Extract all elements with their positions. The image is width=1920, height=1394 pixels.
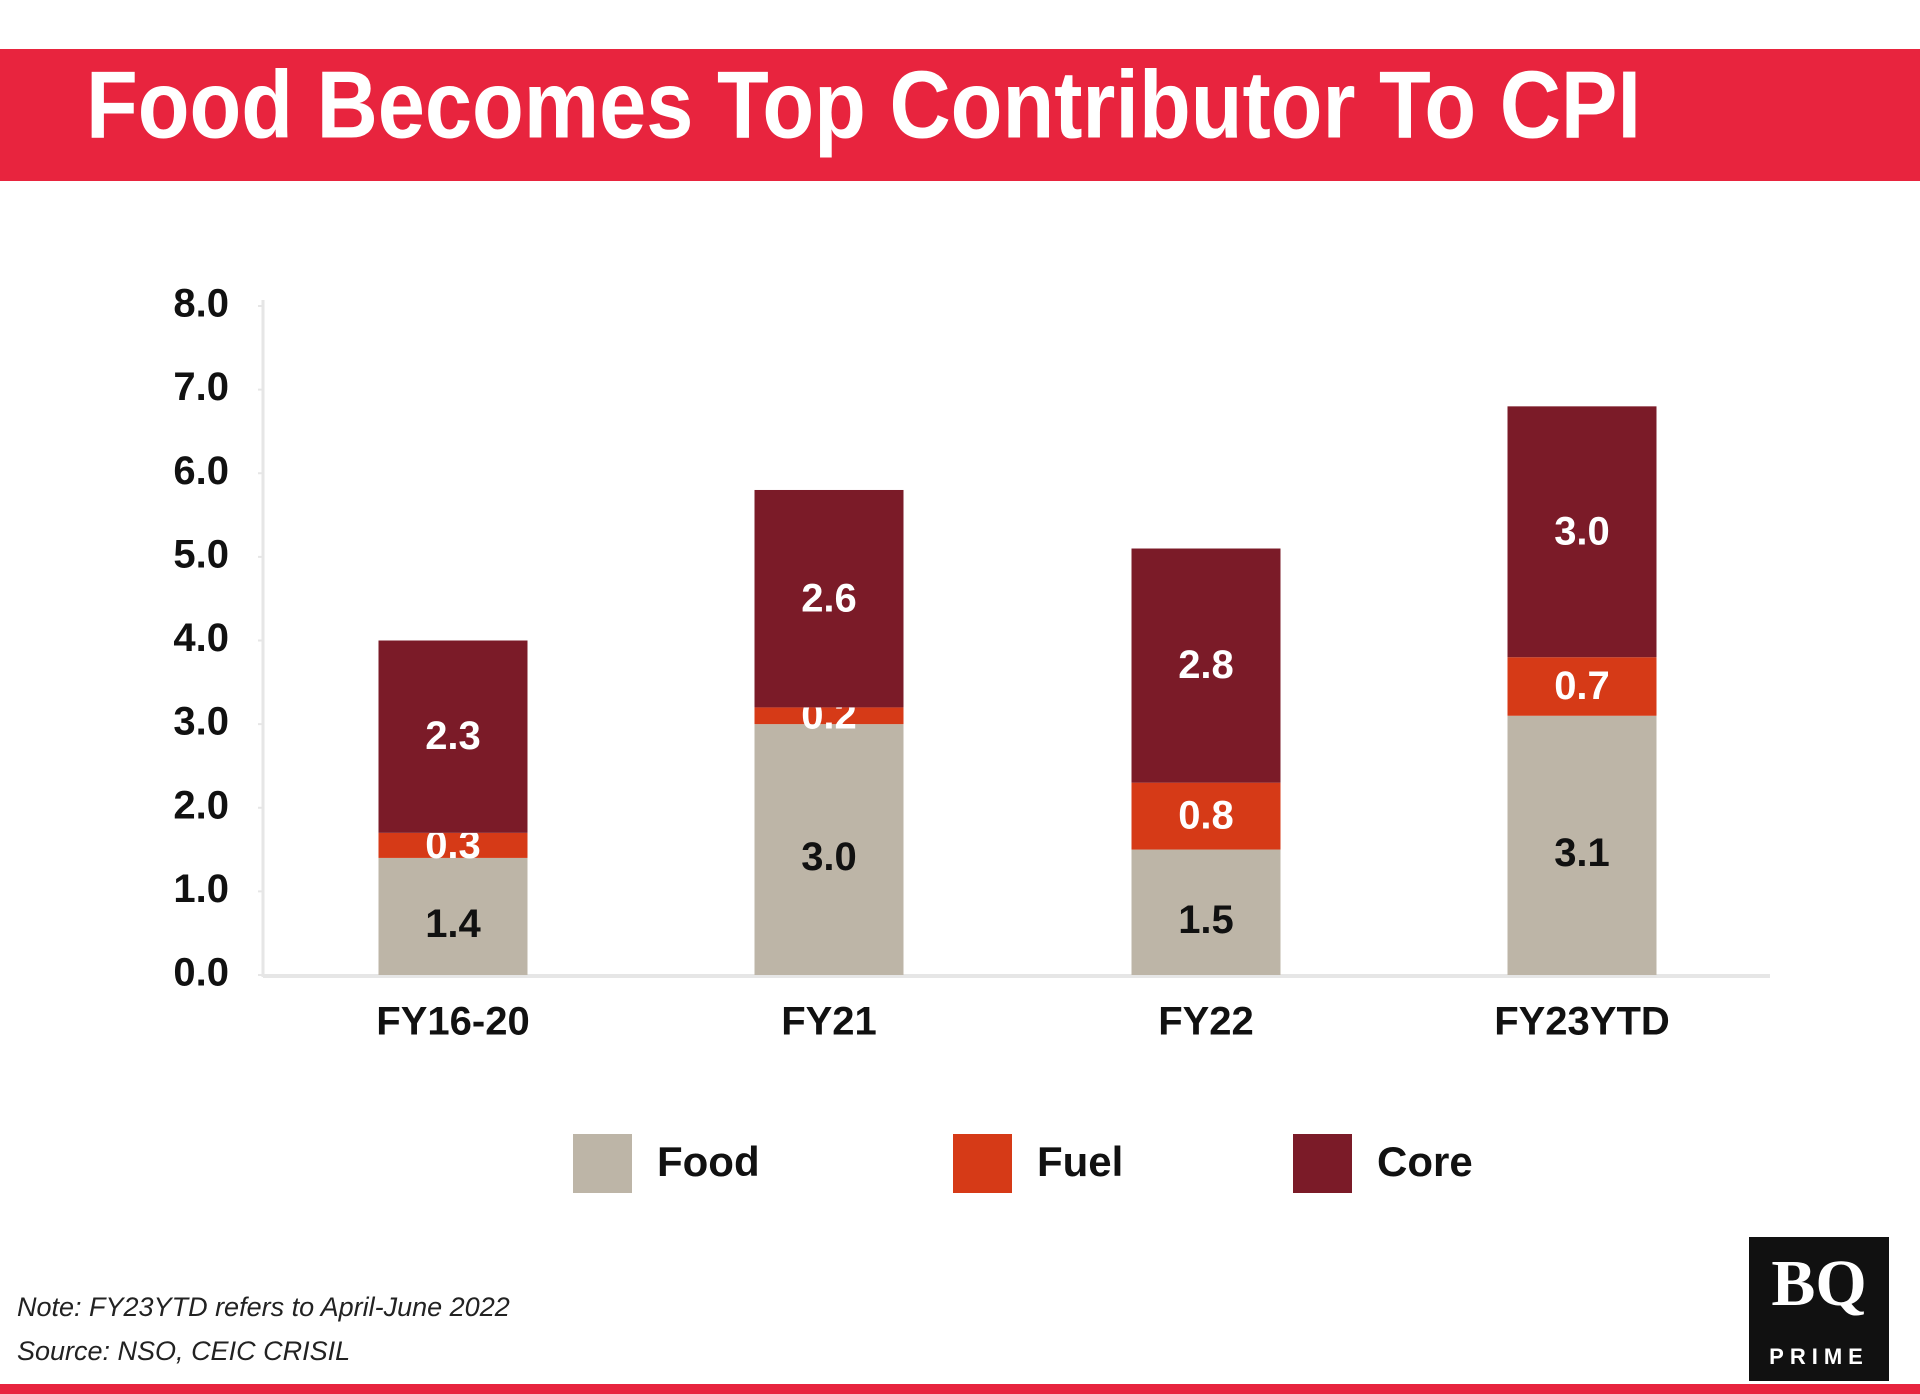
bar-segment	[378, 832, 528, 858]
bar-segment	[1131, 548, 1281, 783]
legend-swatch	[573, 1134, 632, 1193]
bottom-bar	[0, 1384, 1920, 1394]
legend-label: Food	[657, 1138, 760, 1185]
note: Note: FY23YTD refers to April-June 2022	[17, 1292, 510, 1322]
x-tick-label: FY21	[781, 1000, 877, 1044]
y-tick-label: 1.0	[173, 867, 229, 911]
y-tick-label: 5.0	[173, 532, 229, 576]
bar-segment	[378, 640, 528, 833]
bar-segment	[1507, 406, 1657, 658]
y-tick-label: 0.0	[173, 951, 229, 995]
data-label: 1.4	[425, 902, 481, 946]
bar-segment	[1507, 715, 1657, 975]
y-tick-label: 3.0	[173, 700, 229, 744]
y-tick-label: 4.0	[173, 616, 229, 660]
logo-box	[1749, 1237, 1889, 1381]
data-label: 3.0	[801, 835, 857, 879]
bar-segment	[378, 857, 528, 975]
bar-segment	[1131, 782, 1281, 850]
bar-segment	[1507, 657, 1657, 716]
bar-segment	[1131, 849, 1281, 975]
y-tick-label: 2.0	[173, 783, 229, 827]
legend-label: Fuel	[1037, 1138, 1123, 1185]
bar-segment	[754, 489, 904, 708]
logo-subtext: PRIME	[1769, 1344, 1869, 1369]
y-tick-label: 7.0	[173, 365, 229, 409]
chart-title: Food Becomes Top Contributor To CPI	[86, 51, 1641, 158]
bar-segment	[754, 724, 904, 975]
x-tick-label: FY16-20	[376, 1000, 529, 1044]
data-label: 2.3	[425, 714, 481, 758]
source: Source: NSO, CEIC CRISIL	[17, 1336, 350, 1366]
y-tick-label: 6.0	[173, 449, 229, 493]
legend-label: Core	[1377, 1138, 1473, 1185]
data-label: 1.5	[1178, 898, 1234, 942]
x-tick-label: FY23YTD	[1494, 1000, 1670, 1044]
data-label: 2.6	[801, 576, 857, 620]
data-label: 3.1	[1554, 831, 1610, 875]
bar-segment	[754, 707, 904, 725]
legend-swatch	[953, 1134, 1012, 1193]
y-tick-label: 8.0	[173, 282, 229, 326]
data-label: 0.8	[1178, 794, 1234, 838]
legend-swatch	[1293, 1134, 1352, 1193]
data-label: 3.0	[1554, 509, 1610, 553]
data-label: 2.8	[1178, 643, 1234, 687]
logo-text: BQ	[1771, 1247, 1866, 1320]
title-banner	[0, 49, 1920, 181]
x-tick-label: FY22	[1158, 1000, 1254, 1044]
data-label: 0.7	[1554, 664, 1610, 708]
